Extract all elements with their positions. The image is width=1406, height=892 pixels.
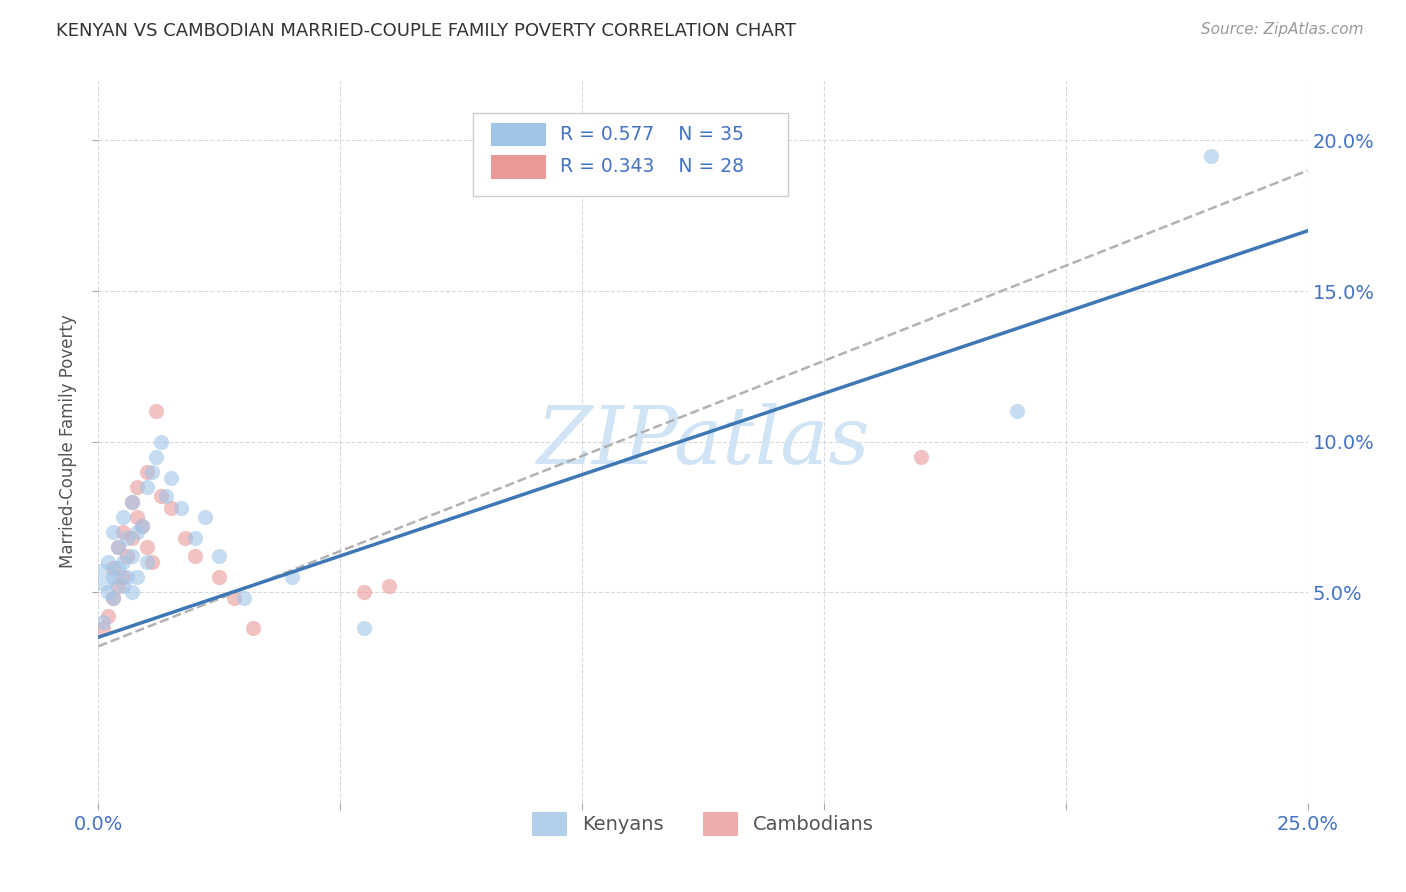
Point: [117, 570, 139, 584]
Point: [107, 540, 129, 554]
Point: [135, 480, 157, 494]
Point: [1199, 148, 1222, 162]
Text: KENYAN VS CAMBODIAN MARRIED-COUPLE FAMILY POVERTY CORRELATION CHART: KENYAN VS CAMBODIAN MARRIED-COUPLE FAMIL…: [56, 22, 796, 40]
Point: [222, 591, 245, 606]
Point: [353, 585, 375, 599]
Point: [910, 450, 932, 464]
Point: [135, 465, 157, 479]
Point: [121, 549, 143, 563]
Point: [91, 570, 114, 584]
Point: [121, 531, 143, 545]
Point: [377, 579, 399, 593]
Point: [127, 524, 149, 539]
Point: [97, 555, 120, 569]
Point: [117, 549, 139, 563]
Point: [91, 621, 114, 635]
Point: [107, 540, 129, 554]
Point: [141, 465, 163, 479]
Point: [141, 555, 163, 569]
Point: [174, 531, 197, 545]
FancyBboxPatch shape: [492, 155, 546, 178]
Text: ZIPatlas: ZIPatlas: [536, 403, 870, 480]
Point: [1007, 404, 1029, 418]
Point: [145, 404, 167, 418]
Point: [101, 570, 124, 584]
Y-axis label: Married-Couple Family Poverty: Married-Couple Family Poverty: [59, 315, 77, 568]
Point: [184, 531, 207, 545]
Point: [121, 494, 143, 508]
FancyBboxPatch shape: [474, 112, 787, 196]
Point: [127, 480, 149, 494]
Point: [208, 570, 231, 584]
Point: [111, 509, 134, 524]
Point: [184, 549, 207, 563]
Point: [150, 434, 173, 449]
Point: [160, 500, 183, 515]
Point: [101, 591, 124, 606]
Legend: Kenyans, Cambodians: Kenyans, Cambodians: [524, 805, 882, 844]
FancyBboxPatch shape: [492, 123, 546, 146]
Point: [111, 570, 134, 584]
Point: [150, 489, 173, 503]
Point: [97, 609, 120, 624]
Point: [353, 621, 375, 635]
Point: [194, 509, 217, 524]
Point: [121, 494, 143, 508]
Text: Source: ZipAtlas.com: Source: ZipAtlas.com: [1201, 22, 1364, 37]
Point: [131, 518, 153, 533]
Text: R = 0.577    N = 35: R = 0.577 N = 35: [561, 125, 744, 144]
Point: [101, 524, 124, 539]
Text: R = 0.343    N = 28: R = 0.343 N = 28: [561, 158, 744, 177]
Point: [208, 549, 231, 563]
Point: [101, 591, 124, 606]
Point: [232, 591, 254, 606]
Point: [121, 585, 143, 599]
Point: [111, 555, 134, 569]
Point: [97, 585, 120, 599]
Point: [107, 579, 129, 593]
Point: [127, 509, 149, 524]
Point: [117, 531, 139, 545]
Point: [111, 579, 134, 593]
Point: [281, 570, 304, 584]
Point: [155, 489, 177, 503]
Point: [101, 561, 124, 575]
Point: [160, 470, 183, 484]
Point: [107, 561, 129, 575]
Point: [242, 621, 264, 635]
Point: [135, 555, 157, 569]
Point: [111, 524, 134, 539]
Point: [127, 570, 149, 584]
Point: [135, 540, 157, 554]
Point: [145, 450, 167, 464]
Point: [131, 518, 153, 533]
Point: [169, 500, 191, 515]
Point: [91, 615, 114, 630]
